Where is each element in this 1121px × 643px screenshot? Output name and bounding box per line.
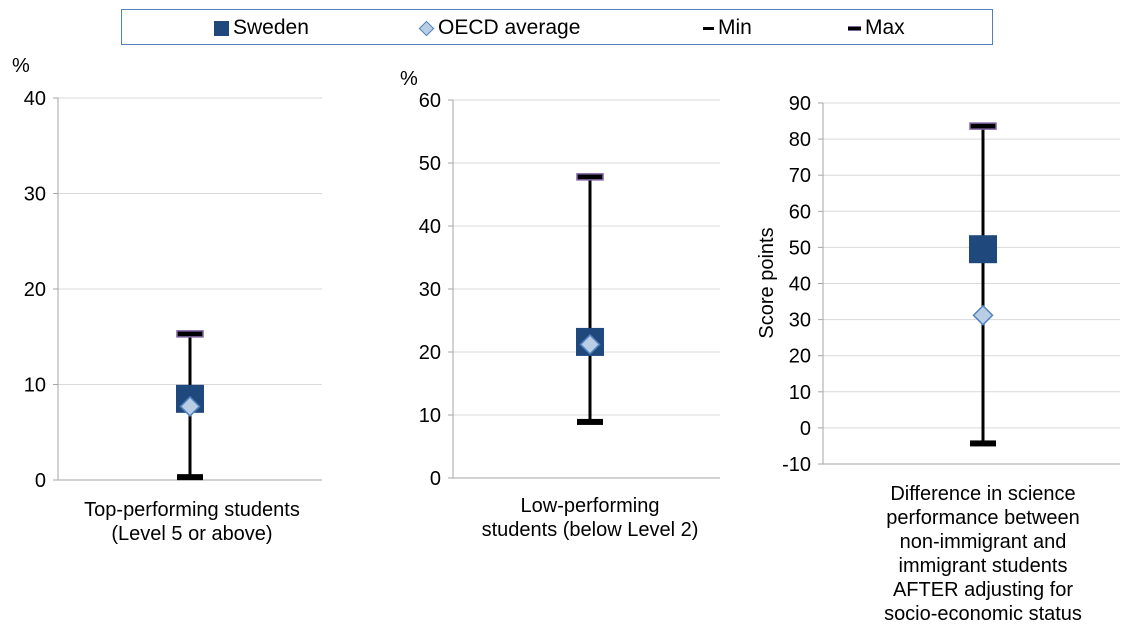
chart3-ytick-label: 40 bbox=[789, 274, 811, 296]
chart2-category-label: students (below Level 2) bbox=[482, 519, 699, 541]
sweden-square-icon bbox=[214, 20, 229, 36]
chart2-ytick-label: 30 bbox=[419, 279, 441, 301]
chart3-ytick-label: 20 bbox=[789, 346, 811, 368]
chart1-max-marker bbox=[176, 330, 204, 338]
chart2-category-label: Low-performing bbox=[521, 495, 660, 517]
chart1-ytick-label: 30 bbox=[24, 184, 46, 206]
max-dash-icon bbox=[848, 25, 861, 31]
chart3-category-label: AFTER adjusting for bbox=[893, 579, 1073, 601]
chart2-min-marker bbox=[577, 418, 603, 425]
chart1-category-label: (Level 5 or above) bbox=[111, 523, 272, 545]
chart3-ylabel: Score points bbox=[756, 227, 778, 338]
chart1-ylabel: % bbox=[12, 55, 30, 77]
chart2-ylabel: % bbox=[400, 68, 418, 90]
chart1-oecd-point bbox=[179, 395, 201, 418]
legend-item-sweden: Sweden bbox=[214, 16, 309, 40]
chart3-ytick-label: 80 bbox=[789, 129, 811, 151]
chart2-ytick-label: 40 bbox=[419, 216, 441, 238]
chart3-category-label: socio-economic status bbox=[884, 603, 1082, 625]
chart3-ytick-label: 50 bbox=[789, 237, 811, 259]
chart2-max-marker bbox=[576, 173, 604, 181]
chart3-category-label: performance between bbox=[886, 507, 1079, 529]
chart1-category-label: Top-performing students bbox=[84, 499, 300, 521]
legend-label-sweden: Sweden bbox=[233, 16, 309, 39]
legend-item-oecd: OECD average bbox=[418, 16, 580, 40]
chart3-max-marker bbox=[969, 122, 997, 130]
chart-legend: Sweden OECD average Min Max bbox=[121, 9, 993, 45]
chart3-ytick-label: 60 bbox=[789, 201, 811, 223]
chart3-ytick-label: -10 bbox=[782, 454, 811, 476]
chart3-ytick-label: 30 bbox=[789, 310, 811, 332]
legend-label-max: Max bbox=[865, 16, 905, 39]
chart3-category-label: non-immigrant and bbox=[900, 531, 1067, 553]
legend-item-max: Max bbox=[848, 16, 905, 40]
chart3-ytick-label: 90 bbox=[789, 93, 811, 115]
chart3-ytick-label: 10 bbox=[789, 382, 811, 404]
chart2-ytick-label: 60 bbox=[419, 90, 441, 112]
legend-item-min: Min bbox=[703, 16, 752, 40]
chart3-category-label: immigrant students bbox=[899, 555, 1068, 577]
legend-label-min: Min bbox=[718, 16, 752, 39]
chart1-ytick-label: 10 bbox=[24, 375, 46, 397]
chart1-ytick-label: 40 bbox=[24, 88, 46, 110]
chart3-ytick-label: 0 bbox=[800, 418, 811, 440]
chart3-min-marker bbox=[970, 440, 996, 447]
chart1-ytick-label: 20 bbox=[24, 279, 46, 301]
chart3-sweden-point bbox=[969, 235, 997, 264]
chart1-min-marker bbox=[177, 474, 203, 481]
chart2-ytick-label: 10 bbox=[419, 405, 441, 427]
chart3-category-label: Difference in science bbox=[890, 483, 1075, 505]
chart2-ytick-label: 20 bbox=[419, 342, 441, 364]
chart2-ytick-label: 0 bbox=[430, 468, 441, 490]
chart2-ytick-label: 50 bbox=[419, 153, 441, 175]
chart3-ytick-label: 70 bbox=[789, 165, 811, 187]
min-dash-icon bbox=[703, 26, 714, 30]
chart2-oecd-point bbox=[579, 333, 601, 356]
chart1-ytick-label: 0 bbox=[35, 470, 46, 492]
chart3-oecd-point bbox=[972, 304, 994, 326]
legend-label-oecd: OECD average bbox=[438, 16, 581, 39]
